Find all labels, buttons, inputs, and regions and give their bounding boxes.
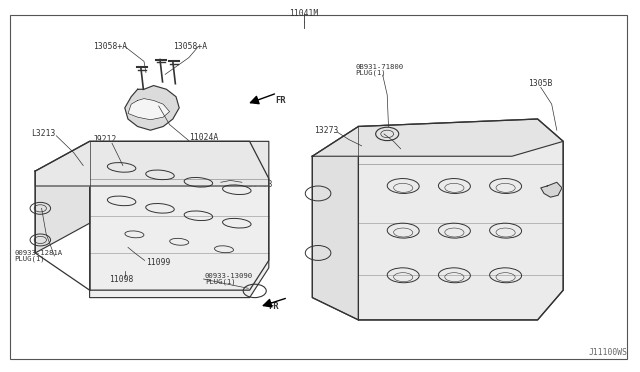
Text: 0B931-71800: 0B931-71800 — [355, 64, 403, 70]
Polygon shape — [128, 99, 170, 120]
Text: 11049B: 11049B — [243, 180, 273, 189]
Text: L3213: L3213 — [31, 129, 55, 138]
Text: 11041M: 11041M — [289, 9, 319, 18]
Text: J11100WS: J11100WS — [588, 348, 627, 357]
Polygon shape — [125, 86, 179, 130]
Text: PLUG(1): PLUG(1) — [14, 255, 45, 262]
Text: 00933-13090: 00933-13090 — [205, 273, 253, 279]
Text: FR: FR — [275, 96, 285, 105]
Polygon shape — [312, 119, 563, 156]
Text: 13273: 13273 — [314, 126, 338, 135]
Polygon shape — [541, 182, 562, 197]
Text: 11098: 11098 — [109, 275, 133, 284]
Text: J9212: J9212 — [93, 135, 117, 144]
Text: 11024A: 11024A — [402, 146, 431, 155]
Text: PLUG(1): PLUG(1) — [205, 279, 236, 285]
Text: 11099: 11099 — [146, 258, 170, 267]
Text: 00933-1281A: 00933-1281A — [14, 250, 62, 256]
Polygon shape — [35, 141, 90, 253]
Polygon shape — [90, 141, 269, 298]
Polygon shape — [358, 119, 563, 320]
Polygon shape — [35, 141, 269, 186]
Text: 13058+A: 13058+A — [173, 42, 207, 51]
Text: 13058+A: 13058+A — [93, 42, 127, 51]
Text: 11024A: 11024A — [189, 133, 218, 142]
Text: PLUG(1): PLUG(1) — [355, 69, 386, 76]
Text: FR: FR — [269, 302, 279, 311]
Text: 1305B: 1305B — [528, 79, 552, 88]
Polygon shape — [312, 126, 358, 320]
